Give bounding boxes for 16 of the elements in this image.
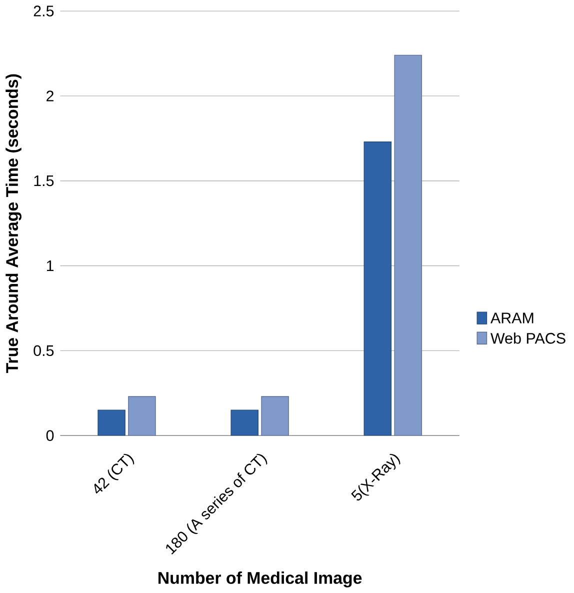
bar <box>97 410 126 436</box>
y-tick-label: 1 <box>46 260 54 271</box>
bar <box>364 141 392 436</box>
y-tick-label: 2 <box>46 90 54 102</box>
bar <box>394 54 422 436</box>
y-tick-label: 2.5 <box>34 6 54 16</box>
legend-label: ARAM <box>490 312 533 324</box>
y-tick-label: 1.5 <box>34 176 54 186</box>
bar <box>260 396 289 436</box>
y-axis-title: True Around Average Time (seconds) <box>5 74 22 374</box>
y-tick-label: 0 <box>46 430 54 441</box>
bar <box>128 396 156 436</box>
y-tick-label: 0.5 <box>33 345 54 356</box>
x-axis-title: Number of Medical Image <box>158 572 362 588</box>
bar <box>230 410 258 436</box>
legend-label: Web PACS <box>490 332 566 344</box>
